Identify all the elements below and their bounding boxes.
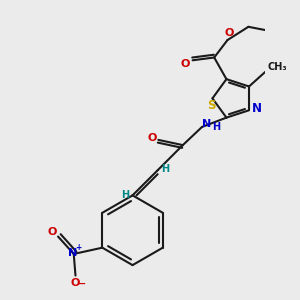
Text: +: + <box>76 243 82 252</box>
Text: S: S <box>207 99 216 112</box>
Text: H: H <box>161 164 169 174</box>
Text: N: N <box>202 119 211 129</box>
Text: CH₃: CH₃ <box>267 62 287 72</box>
Text: O: O <box>181 59 190 69</box>
Text: O: O <box>147 133 157 143</box>
Text: −: − <box>78 279 86 289</box>
Text: H: H <box>121 190 129 200</box>
Text: O: O <box>71 278 80 288</box>
Text: N: N <box>252 102 262 115</box>
Text: O: O <box>47 227 56 237</box>
Text: O: O <box>224 28 234 38</box>
Text: H: H <box>213 122 221 132</box>
Text: N: N <box>68 248 78 258</box>
